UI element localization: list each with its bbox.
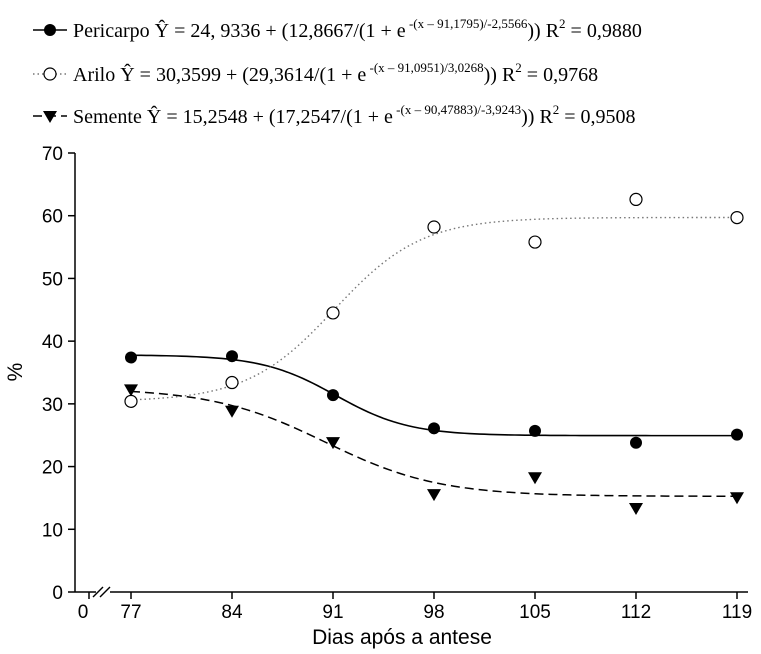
x-tick-label: 119 — [722, 602, 752, 623]
legend-r2-label: R — [541, 20, 560, 42]
legend-marker — [44, 24, 56, 36]
point-semente — [225, 405, 239, 418]
legend-yhat: Ŷ = — [147, 105, 183, 128]
legend-series-name: Pericarpo — [73, 20, 155, 42]
y-tick-label: 20 — [42, 458, 63, 479]
point-arilo — [629, 192, 643, 207]
curve-semente — [130, 390, 738, 498]
legend-equation-close: )) — [527, 20, 540, 42]
point-semente — [326, 437, 340, 450]
x-tick-label: 77 — [120, 602, 141, 623]
y-tick-label: 40 — [42, 332, 63, 353]
legend: Pericarpo Ŷ = 24, 9336 + (12,8667/(1 + e… — [33, 16, 642, 128]
point-pericarpo — [125, 351, 137, 364]
legend-equation-close: )) — [521, 106, 534, 128]
x-axis-label: Dias após a antese — [312, 626, 492, 649]
legend-equation: 15,2548 + (17,2547/(1 + e — [183, 106, 393, 128]
y-tick-label: 50 — [42, 269, 63, 290]
axis-break-gap — [96, 589, 110, 595]
point-semente — [629, 502, 643, 515]
point-arilo — [730, 210, 744, 225]
legend-r2-sup: 2 — [553, 102, 560, 117]
axis-break-mark — [99, 586, 111, 598]
legend-r2-value: = 0,9880 — [566, 20, 642, 42]
y-axis-label: % — [4, 363, 27, 382]
legend-exponent: -(x – 90,47883)/-3,9243 — [393, 102, 521, 117]
data-points — [124, 192, 744, 515]
legend-r2-value: = 0,9768 — [522, 64, 598, 86]
legend-marker — [43, 111, 57, 123]
legend-entry: Pericarpo Ŷ = 24, 9336 + (12,8667/(1 + e… — [73, 16, 642, 42]
point-pericarpo — [226, 350, 238, 363]
legend-yhat: Ŷ = — [120, 63, 156, 86]
x-ticks: 0 77 84 91 98 105 112 119 — [78, 586, 752, 623]
y-tick-label: 10 — [42, 520, 63, 541]
point-semente — [730, 492, 744, 505]
legend-r2-label: R — [497, 64, 516, 86]
axis-break-mark — [92, 586, 104, 598]
y-tick-label: 30 — [42, 395, 63, 416]
legend-series-name: Arilo — [73, 64, 120, 86]
x-tick-label: 112 — [621, 602, 651, 623]
legend-exponent: -(x – 91,0951)/3,0268 — [366, 60, 483, 75]
point-pericarpo — [630, 436, 642, 449]
y-ticks: 0 10 20 30 40 50 60 70 — [42, 144, 75, 604]
point-pericarpo — [428, 422, 440, 435]
x-tick-label: 98 — [423, 602, 444, 623]
legend-equation-close: )) — [484, 64, 497, 86]
legend-r2-value: = 0,9508 — [559, 106, 635, 128]
x-tick-label: 105 — [519, 602, 551, 623]
point-arilo — [427, 220, 441, 234]
point-arilo — [528, 235, 542, 249]
axes — [74, 153, 748, 593]
curve-arilo — [130, 216, 737, 401]
legend-entry: Arilo Ŷ = 30,3599 + (29,3614/(1 + e -(x … — [73, 60, 598, 86]
y-tick-label: 0 — [52, 583, 63, 604]
point-pericarpo — [731, 428, 743, 441]
x-tick-label: 84 — [221, 602, 243, 623]
legend-r2-label: R — [534, 106, 553, 128]
legend-equation: 24, 9336 + (12,8667/(1 + e — [190, 20, 405, 42]
y-tick-label: 60 — [42, 207, 63, 228]
point-arilo — [124, 394, 138, 408]
y-tick-label: 70 — [42, 144, 63, 165]
point-semente — [427, 489, 441, 502]
point-pericarpo — [327, 389, 339, 402]
legend-equation: 30,3599 + (29,3614/(1 + e — [156, 64, 366, 86]
legend-r2-sup: 2 — [515, 60, 522, 75]
x-tick-label: 91 — [322, 602, 343, 623]
point-semente — [528, 472, 542, 485]
point-arilo — [225, 375, 239, 390]
legend-series-name: Semente — [73, 106, 147, 128]
legend-marker — [43, 67, 57, 81]
point-semente — [124, 384, 138, 397]
legend-exponent: -(x – 91,1795)/-2,5566 — [406, 16, 528, 31]
point-arilo — [326, 306, 340, 320]
x-tick-label: 0 — [78, 602, 89, 623]
legend-yhat: Ŷ = — [155, 19, 191, 42]
fitted-curves — [130, 216, 738, 498]
point-pericarpo — [529, 424, 541, 437]
legend-r2-sup: 2 — [559, 16, 566, 31]
legend-entry: Semente Ŷ = 15,2548 + (17,2547/(1 + e -(… — [73, 102, 636, 128]
